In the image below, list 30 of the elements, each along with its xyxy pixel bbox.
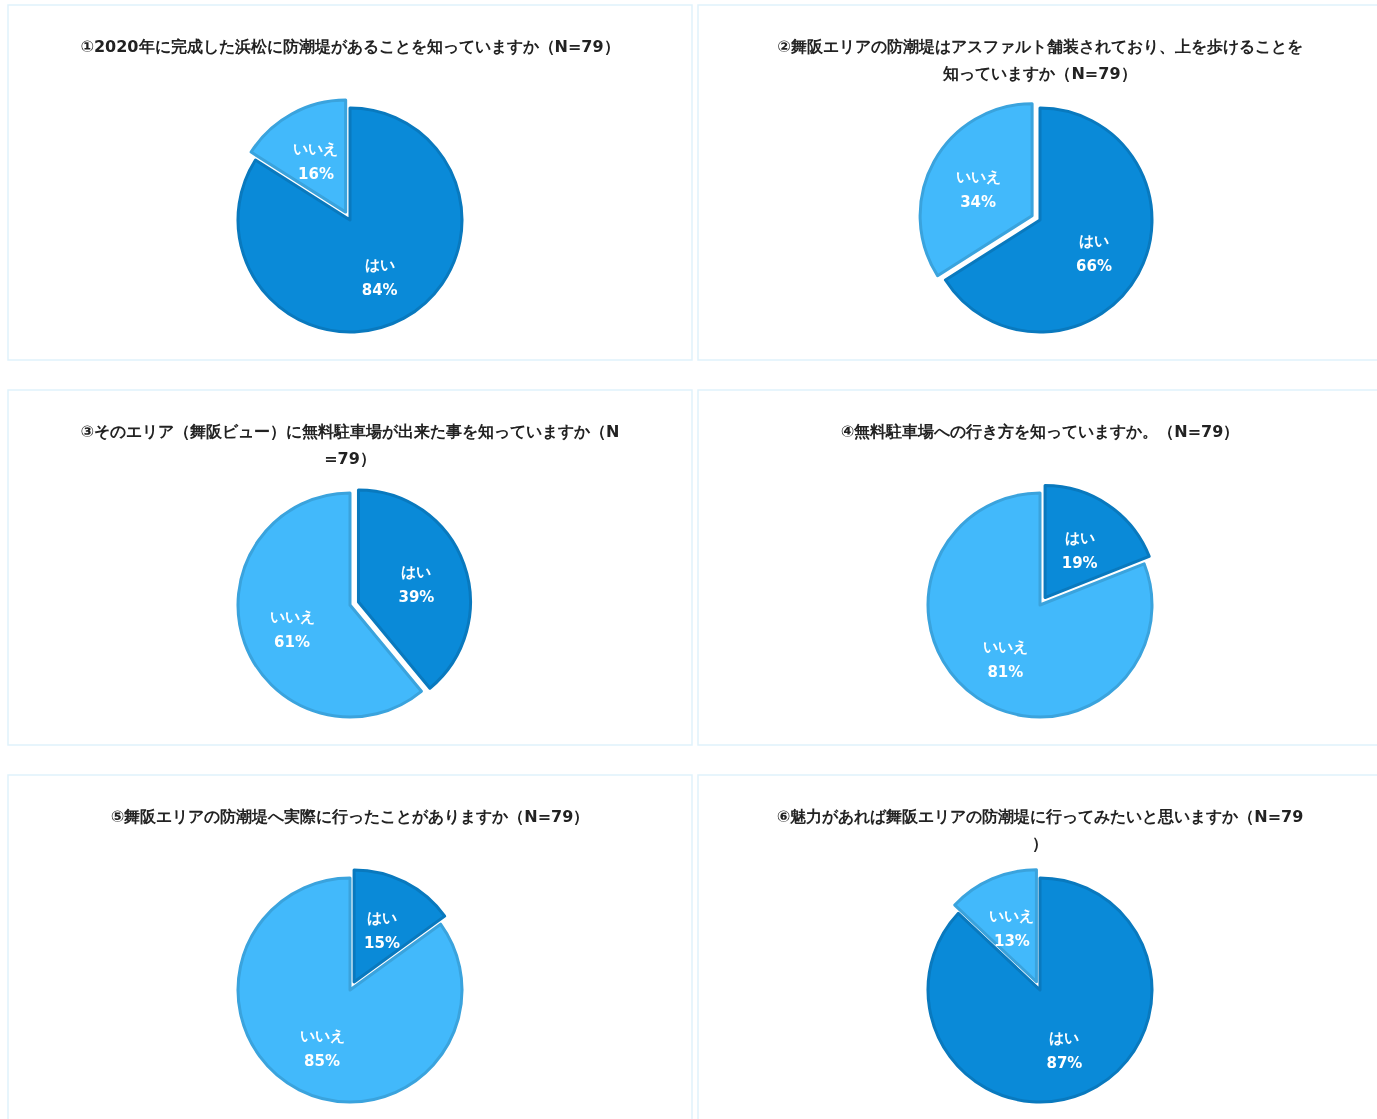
data-label: 61% (274, 632, 310, 651)
slice-label: いいえ (989, 907, 1035, 926)
data-label: 85% (304, 1051, 340, 1070)
slice-label: はい (1078, 231, 1109, 250)
chart-title: ①2020年に完成した浜松に防潮堤があることを知っていますか（N=79） (80, 37, 620, 56)
slice-label: はい (1064, 528, 1095, 547)
data-label: 19% (1061, 553, 1098, 572)
data-label: 34% (960, 192, 997, 211)
slice-label: はい (1049, 1028, 1080, 1047)
chart-title: ②舞阪エリアの防潮堤はアスファルト舗装されており、上を歩けることを知っていますか（N=79） (777, 37, 1303, 83)
chart-title: ⑥魅力があれば舞阪エリアの防潮堤に行ってみたいと思いますか（N=79） (776, 807, 1304, 853)
slice-label: いいえ (982, 637, 1028, 656)
chart-title: ③そのエリア（舞阪ビュー）に無料駐車場が出来た事を知っていますか（N=79） (80, 422, 620, 468)
data-label: 87% (1046, 1053, 1083, 1072)
slice-label: はい (367, 909, 398, 928)
chart-title: ⑤舞阪エリアの防潮堤へ実際に行ったことがありますか（N=79） (110, 807, 590, 826)
slice-label: はい (364, 255, 395, 274)
slice-label: いいえ (293, 140, 339, 159)
slice-label: はい (401, 563, 432, 582)
data-label: 81% (987, 662, 1024, 681)
slice-label: いいえ (955, 167, 1001, 186)
data-label: 84% (361, 280, 398, 299)
data-label: 39% (398, 588, 435, 607)
data-label: 66% (1076, 256, 1112, 275)
data-label: 16% (298, 165, 334, 184)
data-label: 13% (994, 932, 1030, 951)
slice-label: いいえ (299, 1026, 345, 1045)
slice-label: いいえ (269, 607, 315, 626)
chart-title: ④無料駐車場への行き方を知っていますか。（N=79） (840, 422, 1240, 441)
data-label: 15% (364, 934, 400, 953)
